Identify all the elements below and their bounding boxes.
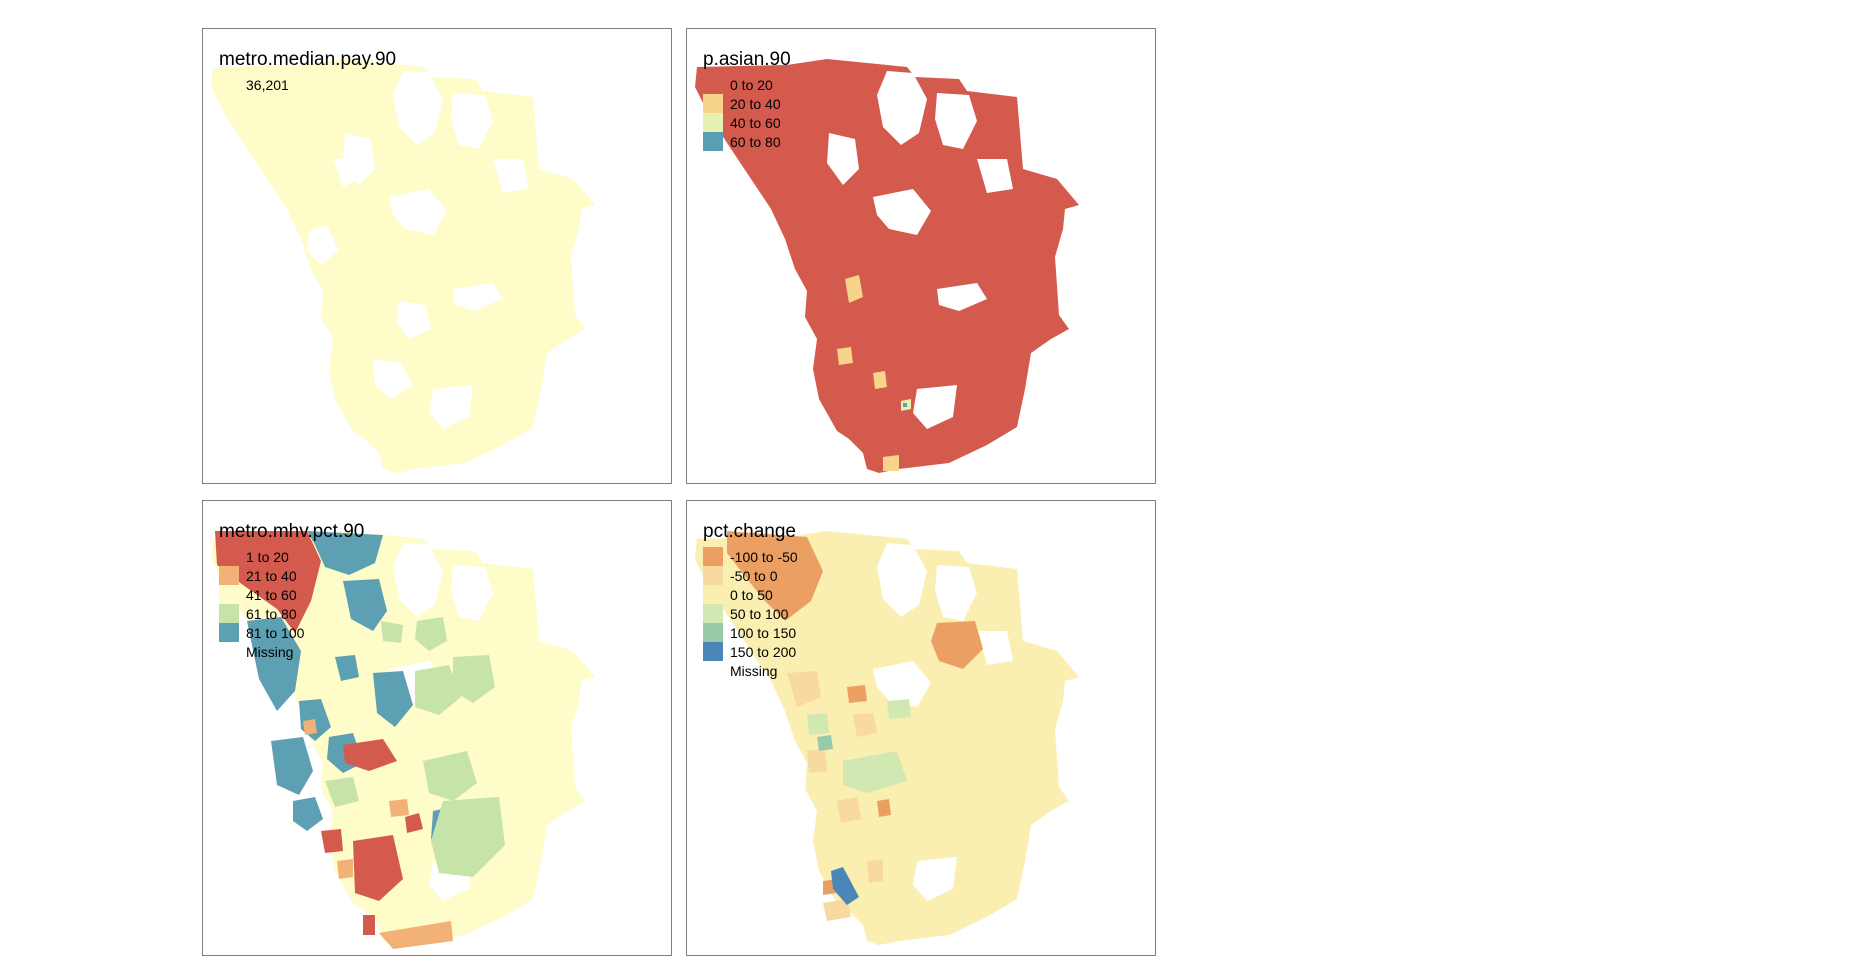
choropleth-map: [695, 59, 1079, 473]
legend-item: 50 to 100: [703, 604, 798, 623]
legend: p.asian.90 0 to 20 20 to 40 40 to 60 60 …: [703, 49, 791, 151]
legend-item: 21 to 40: [219, 566, 364, 585]
legend-item: 61 to 80: [219, 604, 364, 623]
legend-label: 41 to 60: [246, 586, 297, 603]
legend-item: 40 to 60: [703, 113, 791, 132]
legend-label: Missing: [730, 662, 778, 679]
legend-item: 81 to 100: [219, 623, 364, 642]
legend-swatch-missing: [219, 642, 239, 661]
legend-swatch: [703, 566, 723, 585]
legend-swatch-blank: [219, 75, 239, 94]
legend-item: 100 to 150: [703, 623, 798, 642]
legend-label: 0 to 20: [730, 76, 773, 93]
legend-item: 0 to 50: [703, 585, 798, 604]
legend-label: Missing: [246, 643, 294, 660]
legend-label: 50 to 100: [730, 605, 789, 622]
legend-item: 60 to 80: [703, 132, 791, 151]
legend-swatch: [703, 642, 723, 661]
legend-label: 150 to 200: [730, 643, 797, 660]
legend-item: 150 to 200: [703, 642, 798, 661]
map-panel-metro-median-pay: metro.median.pay.90 36,201: [202, 28, 672, 484]
legend-swatch: [219, 566, 239, 585]
legend-swatch: [703, 604, 723, 623]
legend-swatch: [219, 623, 239, 642]
legend: pct.change -100 to -50 -50 to 0 0 to 50 …: [703, 521, 798, 680]
legend-swatch: [703, 585, 723, 604]
legend-item: 1 to 20: [219, 547, 364, 566]
legend: metro.mhv.pct.90 1 to 20 21 to 40 41 to …: [219, 521, 364, 661]
legend-label: 0 to 50: [730, 586, 773, 603]
legend-swatch: [219, 585, 239, 604]
legend-swatch-missing: [703, 661, 723, 680]
legend-label: 100 to 150: [730, 624, 797, 641]
choropleth-map: [211, 531, 595, 949]
legend-label: 60 to 80: [730, 133, 781, 150]
legend-title: p.asian.90: [703, 49, 791, 70]
legend-item: Missing: [703, 661, 798, 680]
legend-label: 20 to 40: [730, 95, 781, 112]
legend-item: 36,201: [219, 75, 396, 94]
legend: metro.median.pay.90 36,201: [219, 49, 396, 94]
legend-title: pct.change: [703, 521, 796, 542]
legend-swatch: [219, 604, 239, 623]
legend-item: 41 to 60: [219, 585, 364, 604]
legend-item: -100 to -50: [703, 547, 798, 566]
choropleth-map: [695, 531, 1079, 945]
legend-label: 21 to 40: [246, 567, 297, 584]
legend-item: Missing: [219, 642, 364, 661]
legend-swatch: [703, 623, 723, 642]
legend-label: 81 to 100: [246, 624, 305, 641]
legend-label: 1 to 20: [246, 548, 289, 565]
legend-swatch: [703, 75, 723, 94]
legend-label: -50 to 0: [730, 567, 778, 584]
map-panel-pct-change: pct.change -100 to -50 -50 to 0 0 to 50 …: [686, 500, 1156, 956]
legend-item: -50 to 0: [703, 566, 798, 585]
legend-item: 0 to 20: [703, 75, 791, 94]
map-panel-p-asian: p.asian.90 0 to 20 20 to 40 40 to 60 60 …: [686, 28, 1156, 484]
legend-label: -100 to -50: [730, 548, 798, 565]
legend-swatch: [703, 547, 723, 566]
legend-label: 61 to 80: [246, 605, 297, 622]
legend-label: 36,201: [246, 76, 289, 93]
legend-swatch: [703, 113, 723, 132]
choropleth-map: [211, 59, 595, 473]
legend-title: metro.mhv.pct.90: [219, 521, 365, 542]
legend-label: 40 to 60: [730, 114, 781, 131]
legend-swatch: [703, 94, 723, 113]
map-panel-metro-mhv-pct: metro.mhv.pct.90 1 to 20 21 to 40 41 to …: [202, 500, 672, 956]
legend-swatch: [703, 132, 723, 151]
legend-swatch: [219, 547, 239, 566]
legend-item: 20 to 40: [703, 94, 791, 113]
legend-title: metro.median.pay.90: [219, 49, 397, 70]
